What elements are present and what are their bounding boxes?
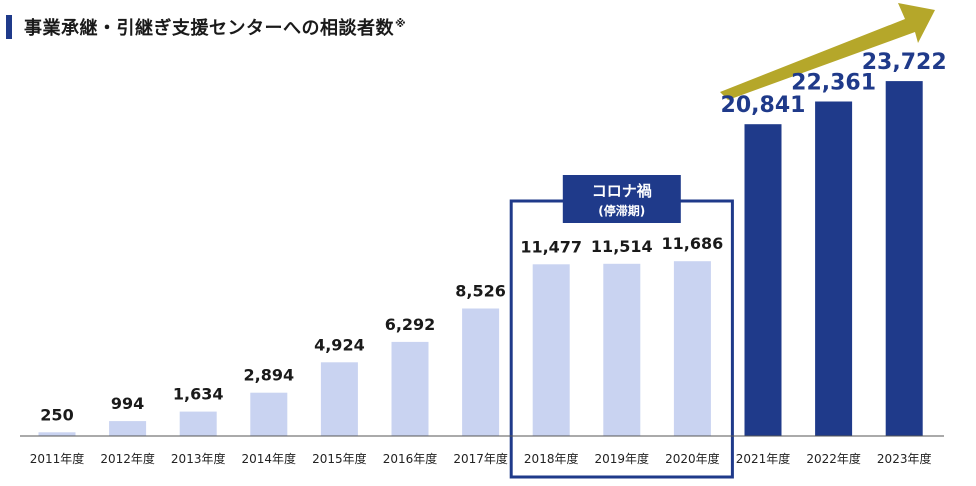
x-axis-labels-layer: 2011年度 2012年度 2013年度 2014年度 2015年度 2016年度 2017… — [30, 451, 932, 466]
value-label-2013年度: 1,634 — [173, 385, 224, 404]
x-tick-label-2011年度: 2011年度 — [30, 451, 85, 466]
value-label-2022年度: 22,361 — [791, 71, 876, 96]
value-label-2014年度: 2,894 — [243, 366, 294, 385]
x-tick-label-2020年度: 2020年度 — [665, 451, 720, 466]
x-tick-label-2015年度: 2015年度 — [312, 451, 367, 466]
x-tick-label-2023年度: 2023年度 — [877, 451, 932, 466]
covid-period-tag — [562, 175, 681, 223]
chart-title-block: 事業承継・引継ぎ支援センターへの相談者数※ — [6, 14, 406, 40]
value-label-2017年度: 8,526 — [455, 282, 506, 301]
covid-period-sublabel: (停滞期) — [598, 203, 645, 218]
bar-2022年度 — [815, 101, 853, 436]
value-label-2015年度: 4,924 — [314, 335, 365, 354]
value-label-2016年度: 6,292 — [385, 315, 436, 334]
chart-title: 事業承継・引継ぎ支援センターへの相談者数※ — [24, 14, 406, 40]
bar-2020年度 — [673, 261, 711, 436]
x-tick-label-2017年度: 2017年度 — [453, 451, 508, 466]
value-label-2019年度: 11,514 — [591, 237, 653, 256]
bar-2016年度 — [391, 341, 429, 436]
bar-2015年度 — [320, 362, 358, 436]
covid-highlight-layer: コロナ禍 (停滞期) — [509, 175, 734, 479]
value-label-2023年度: 23,722 — [862, 50, 947, 75]
x-tick-label-2013年度: 2013年度 — [171, 451, 226, 466]
title-marker-bar — [6, 15, 12, 39]
covid-period-label: コロナ禍 — [592, 182, 652, 200]
x-tick-label-2021年度: 2021年度 — [736, 451, 791, 466]
value-label-2018年度: 11,477 — [520, 237, 582, 256]
x-tick-label-2016年度: 2016年度 — [383, 451, 438, 466]
chart-title-text: 事業承継・引継ぎ支援センターへの相談者数 — [24, 18, 394, 39]
bar-2014年度 — [250, 392, 288, 436]
value-label-2012年度: 994 — [111, 394, 144, 413]
value-labels-layer: 250 994 1,634 2,894 4,924 6,292 8,526 11,477 11,… — [40, 50, 946, 424]
bar-2018年度 — [532, 264, 570, 436]
growth-trend-arrow — [720, 3, 935, 100]
x-tick-label-2019年度: 2019年度 — [595, 451, 650, 466]
value-label-2020年度: 11,686 — [662, 234, 724, 253]
value-label-2011年度: 250 — [40, 405, 73, 424]
value-label-2021年度: 20,841 — [721, 93, 806, 118]
bar-2021年度 — [744, 124, 782, 436]
title-footnote-mark: ※ — [395, 17, 407, 30]
bar-2013年度 — [179, 411, 217, 436]
x-tick-label-2012年度: 2012年度 — [100, 451, 155, 466]
x-tick-label-2022年度: 2022年度 — [806, 451, 861, 466]
bar-2011年度 — [38, 432, 76, 436]
bar-2019年度 — [603, 263, 641, 436]
bar-2012年度 — [109, 421, 147, 436]
bar-2017年度 — [462, 308, 500, 436]
bar-2023年度 — [885, 81, 923, 436]
x-tick-label-2018年度: 2018年度 — [524, 451, 579, 466]
trend-arrow-layer — [720, 3, 935, 100]
bars-layer — [38, 81, 923, 436]
x-tick-label-2014年度: 2014年度 — [242, 451, 297, 466]
